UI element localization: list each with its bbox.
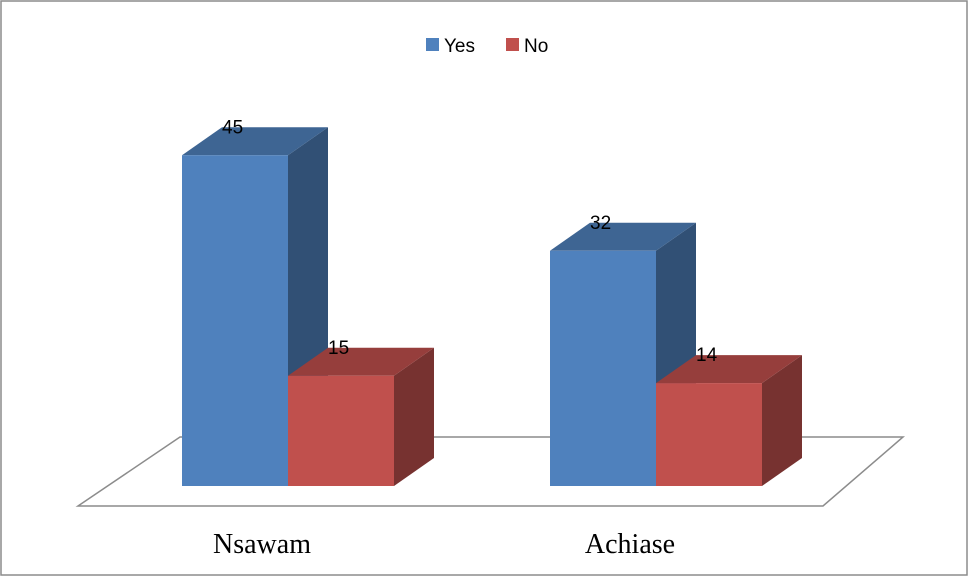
legend-swatch-yes xyxy=(426,38,439,51)
bar-top-face xyxy=(656,355,802,384)
data-label-no-nsawam: 15 xyxy=(328,338,349,359)
legend-swatch-no xyxy=(506,38,519,51)
bar-top-face xyxy=(288,347,434,376)
bar-front-face xyxy=(182,155,288,486)
bar-no-nsawam[interactable] xyxy=(288,347,434,486)
data-label-no-achiase: 14 xyxy=(696,345,718,366)
category-axis: Nsawam Achiase xyxy=(213,529,675,560)
data-label-yes-nsawam: 45 xyxy=(222,117,243,138)
data-labels: 45 15 32 14 xyxy=(222,117,718,366)
bar-top-face xyxy=(550,222,696,251)
legend-label-no: No xyxy=(524,36,548,57)
legend-item-no[interactable]: No xyxy=(506,36,548,57)
bar-top-face xyxy=(182,127,328,156)
bar-front-face xyxy=(550,250,656,486)
legend-label-yes: Yes xyxy=(444,36,475,57)
bar-front-face xyxy=(288,375,394,486)
data-label-yes-achiase: 32 xyxy=(590,213,611,234)
bar-no-achiase[interactable] xyxy=(656,355,802,486)
legend-item-yes[interactable]: Yes xyxy=(426,36,475,57)
bar-side-face xyxy=(394,347,434,486)
legend[interactable]: Yes No xyxy=(426,36,548,57)
bar-front-face xyxy=(656,383,762,486)
bar-side-face xyxy=(762,355,802,486)
bars xyxy=(182,127,802,487)
category-label-achiase: Achiase xyxy=(585,529,675,560)
category-label-nsawam: Nsawam xyxy=(213,529,311,560)
